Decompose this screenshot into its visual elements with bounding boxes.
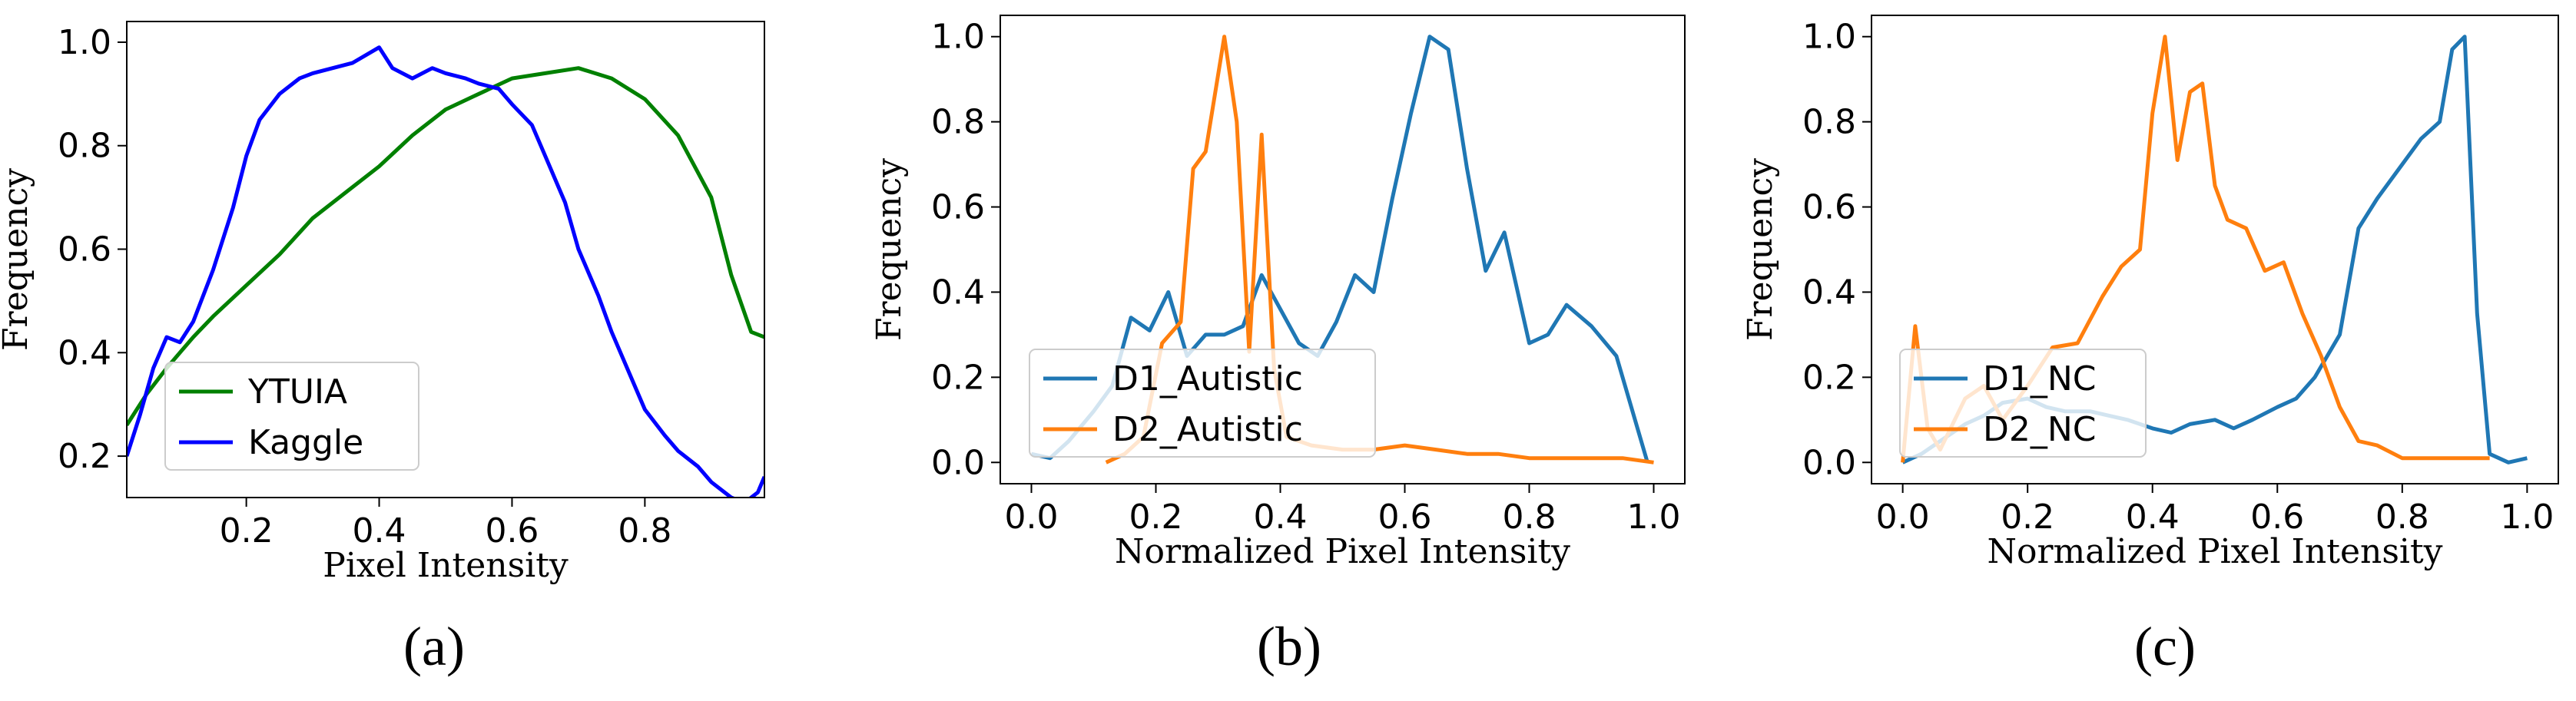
legend: D1_NC D2_NC: [1899, 349, 2147, 458]
x-tick-label: 0.2: [220, 511, 274, 551]
y-tick-label: 0.0: [1802, 443, 1856, 482]
x-tick-label: 0.6: [485, 511, 539, 551]
x-tick-label: 0.6: [2250, 498, 2304, 537]
plot-area: [127, 45, 764, 498]
y-tick-label: 0.0: [931, 443, 985, 482]
legend-label: D2_NC: [1983, 410, 2097, 449]
x-tick-label: 0.8: [2375, 498, 2429, 537]
y-tick-label: 0.6: [931, 188, 985, 227]
legend-label: D1_Autistic: [1112, 359, 1303, 398]
x-tick-label: 0.2: [1129, 498, 1183, 537]
series-line-d1-autistic: [1030, 35, 1649, 464]
series-line-ytuia: [127, 66, 764, 427]
legend: D1_Autistic D2_Autistic: [1029, 349, 1376, 458]
x-tick-label: 1.0: [2500, 498, 2554, 537]
chart-panel-a: 0.2 0.4 0.6 0.8 0.2 0.4 0.6 0.8 1.0 Pixel Intensi…: [0, 21, 765, 585]
x-tick-label: 0.8: [1503, 498, 1557, 537]
panel-caption-c: (c): [2134, 616, 2196, 677]
y-tick-label: 0.4: [1802, 273, 1856, 312]
legend: YTUIA Kaggle: [164, 362, 419, 471]
panel-caption-a: (a): [403, 616, 465, 677]
y-tick-label: 0.4: [58, 333, 111, 372]
x-tick-label: 0.8: [618, 511, 671, 551]
y-tick-label: 0.2: [931, 358, 985, 397]
axes-frame: [126, 21, 765, 498]
x-axis-label: Normalized Pixel Intensity: [1987, 532, 2442, 571]
y-tick-label: 1.0: [1802, 18, 1856, 57]
legend-label: Kaggle: [248, 423, 363, 462]
axes-frame: [1000, 15, 1686, 484]
panel-caption-b: (b): [1257, 616, 1321, 677]
x-tick-label: 1.0: [1627, 498, 1681, 537]
x-tick-label: 0.6: [1378, 498, 1432, 537]
legend-label: D1_NC: [1983, 359, 2097, 398]
x-axis-label: Normalized Pixel Intensity: [1115, 532, 1570, 571]
x-tick-label: 0.0: [1005, 498, 1059, 537]
y-tick-label: 0.6: [1802, 188, 1856, 227]
y-axis-label: Frequency: [870, 158, 909, 341]
legend-label: YTUIA: [247, 372, 347, 412]
y-tick-label: 0.4: [931, 273, 985, 312]
y-tick-label: 0.8: [931, 103, 985, 142]
x-tick-label: 0.2: [2001, 498, 2054, 537]
y-tick-label: 1.0: [931, 18, 985, 57]
chart-panel-b: 0.0 0.2 0.4 0.6 0.8 1.0 0.0 0.2 0.4 0.6 0.8 1.0 Norm…: [870, 15, 1686, 571]
y-tick-label: 0.6: [58, 230, 111, 269]
legend-box: [1029, 349, 1376, 458]
x-tick-label: 0.4: [1254, 498, 1308, 537]
x-tick-label: 0.4: [2126, 498, 2180, 537]
y-axis-label: Frequency: [0, 168, 35, 351]
y-tick-label: 0.8: [58, 127, 111, 166]
chart-panel-c: 0.0 0.2 0.4 0.6 0.8 1.0 0.0 0.2 0.4 0.6 0.8 1.0 Norm…: [1741, 15, 2559, 571]
x-axis-label: Pixel Intensity: [323, 546, 569, 585]
x-tick-label: 0.4: [353, 511, 406, 551]
legend-label: D2_Autistic: [1112, 410, 1303, 449]
y-tick-label: 0.2: [1802, 358, 1856, 397]
series-line-kaggle: [127, 45, 764, 498]
y-tick-label: 0.8: [1802, 103, 1856, 142]
y-axis-label: Frequency: [1741, 158, 1780, 341]
y-tick-label: 0.2: [58, 437, 111, 476]
y-tick-label: 1.0: [58, 23, 111, 62]
x-tick-label: 0.0: [1876, 498, 1930, 537]
axes-frame: [1871, 15, 2559, 484]
